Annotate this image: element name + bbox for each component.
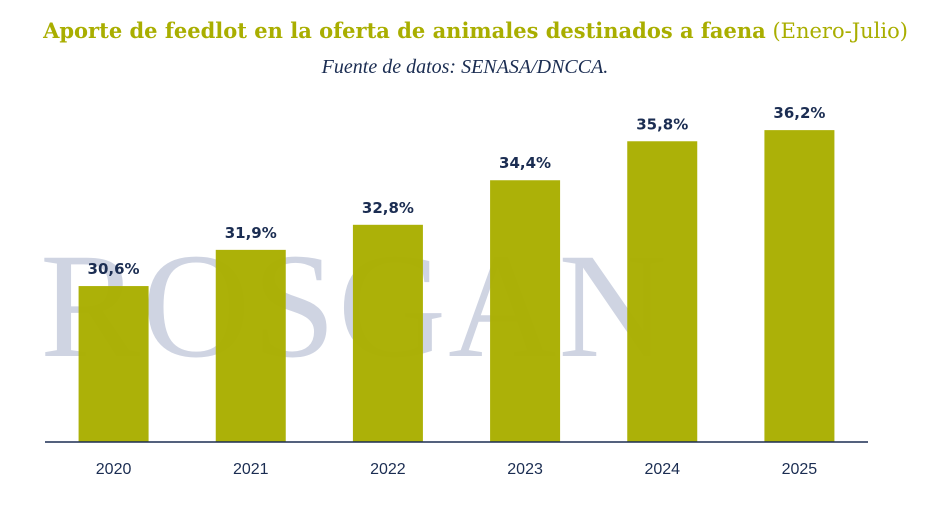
- data-label-2021: 31,9%: [225, 224, 277, 242]
- x-tick-label-2021: 2021: [233, 461, 269, 478]
- chart-subtitle: Fuente de datos: SENASA/DNCCA.: [321, 56, 609, 78]
- x-tick-label-2020: 2020: [96, 461, 132, 478]
- bar-2025: [764, 130, 835, 442]
- x-tick-label-2023: 2023: [507, 461, 543, 478]
- bar-2024: [627, 141, 698, 442]
- bar-2023: [490, 180, 561, 442]
- chart-title-main: Aporte de feedlot en la oferta de animal…: [43, 18, 766, 43]
- data-label-2022: 32,8%: [362, 199, 414, 217]
- chart-title-period: (Enero-Julio): [772, 19, 908, 43]
- x-tick-label-2022: 2022: [370, 461, 406, 478]
- bar-2021: [215, 249, 286, 442]
- data-label-2020: 30,6%: [88, 260, 140, 278]
- chart-title: Aporte de feedlot en la oferta de animal…: [0, 18, 951, 43]
- data-label-2025: 36,2%: [773, 104, 825, 122]
- bar-2020: [78, 286, 149, 442]
- data-label-2023: 34,4%: [499, 154, 551, 172]
- bar-2022: [352, 224, 423, 442]
- data-label-2024: 35,8%: [636, 115, 688, 133]
- x-tick-label-2024: 2024: [644, 461, 680, 478]
- x-tick-label-2025: 2025: [782, 461, 818, 478]
